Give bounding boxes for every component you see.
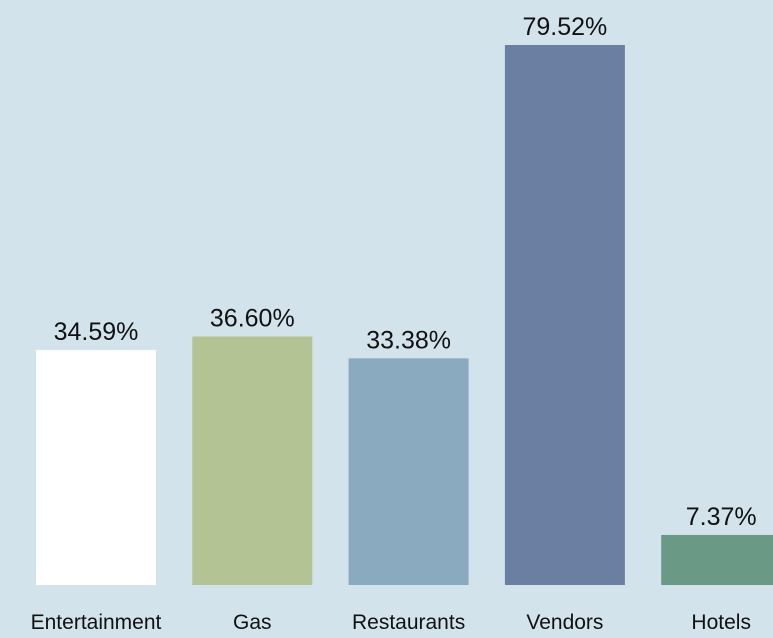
value-label: 36.60%: [210, 304, 295, 332]
category-label: Vendors: [526, 611, 603, 634]
bar: [661, 534, 773, 585]
category-label: Hotels: [691, 611, 751, 634]
value-label: 7.37%: [686, 503, 757, 531]
value-label: 34.59%: [54, 318, 139, 346]
value-label: 33.38%: [366, 326, 451, 354]
category-label: Restaurants: [352, 611, 465, 634]
bar: [192, 336, 313, 585]
bar: [36, 350, 156, 585]
bar: [504, 45, 625, 585]
value-label: 79.52%: [523, 13, 608, 41]
bar: [348, 358, 469, 585]
category-label: Gas: [233, 611, 272, 634]
category-label: Entertainment: [31, 611, 162, 634]
